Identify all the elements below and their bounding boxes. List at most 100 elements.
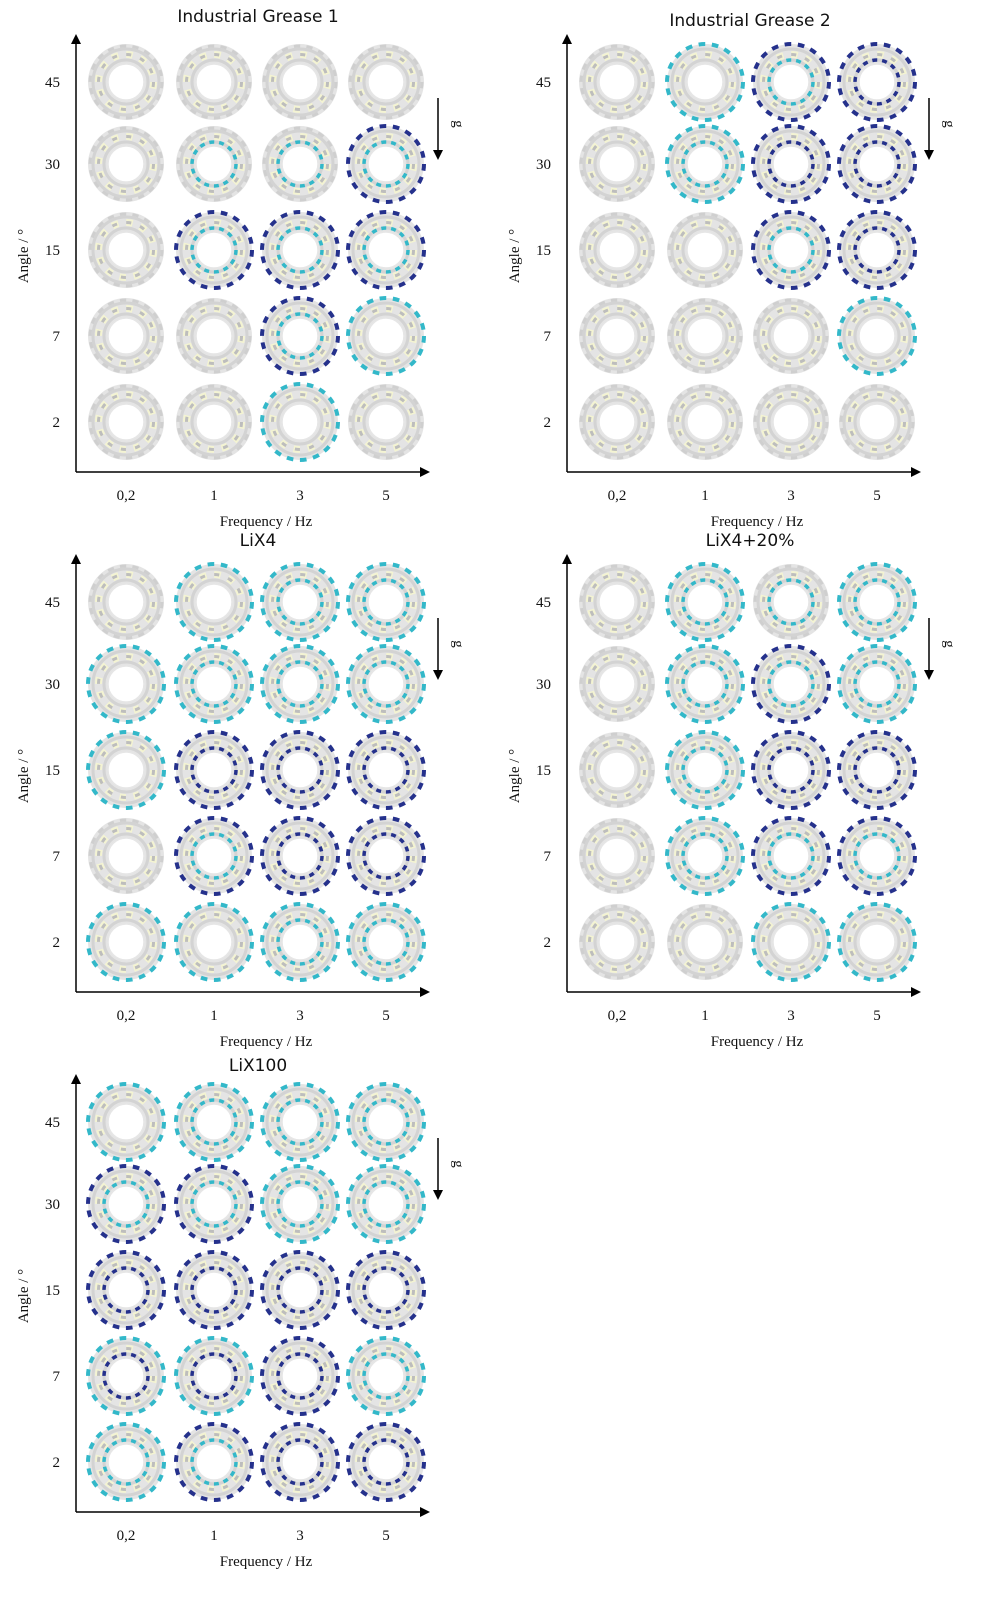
bearing-inner-race — [767, 398, 815, 446]
bearing-bore — [686, 583, 724, 621]
bearing-bore — [686, 145, 724, 183]
bearing-cage — [97, 1175, 155, 1233]
bearing-outer-race — [582, 387, 652, 457]
bearing-cage — [271, 307, 329, 365]
bearing-cell — [751, 816, 831, 896]
bearing-cell — [174, 1082, 254, 1162]
grease-outer-indicator — [260, 816, 340, 896]
bearing-bore — [598, 63, 636, 101]
bearing-cage — [357, 913, 415, 971]
grease-outer-indicator — [346, 1250, 426, 1330]
bearing-outer-race — [756, 129, 826, 199]
bearing-inner-race — [593, 918, 641, 966]
bearing-bore — [367, 1103, 405, 1141]
bearing-cage — [357, 135, 415, 193]
grease-outer-indicator — [667, 904, 743, 980]
bearing-cell — [260, 1250, 340, 1330]
panel-title: LiX100 — [229, 1056, 287, 1076]
bearing-cage — [676, 393, 734, 451]
grease-outer-indicator — [665, 562, 745, 642]
grease-inner-indicator — [276, 660, 324, 708]
grease-outer-indicator — [346, 1164, 426, 1244]
bearing-outer-race — [670, 907, 740, 977]
bearing-bore — [281, 231, 319, 269]
bearing-bore — [107, 403, 145, 441]
bearing-inner-race — [681, 58, 729, 106]
bearing-cage — [97, 741, 155, 799]
bearing-outer-race — [91, 567, 161, 637]
bearing-bore — [107, 665, 145, 703]
y-tick-label: 15 — [45, 1283, 60, 1299]
bearing-outer-race — [91, 1255, 161, 1325]
bearing-cage — [97, 913, 155, 971]
gravity-label: g — [941, 120, 957, 128]
grease-outer-indicator — [346, 124, 426, 204]
grease-outer-indicator — [346, 730, 426, 810]
bearing-bore — [367, 583, 405, 621]
bearing-outer-race — [265, 387, 335, 457]
grease-outer-indicator — [88, 44, 164, 120]
bearing-outer-race — [265, 907, 335, 977]
bearing-outer-race — [670, 567, 740, 637]
bearing-bore — [772, 751, 810, 789]
bearing-cell — [751, 644, 831, 724]
bearing-cell — [753, 384, 829, 460]
bearing-inner-race — [190, 398, 238, 446]
y-axis-label: Angle / ° — [16, 1269, 32, 1323]
bearing-outer-race — [756, 735, 826, 805]
bearing-bore — [772, 145, 810, 183]
bearing-cell — [174, 562, 254, 642]
bearing-cell — [579, 564, 655, 640]
bearing-cell — [751, 210, 831, 290]
bearing-cage — [357, 1093, 415, 1151]
bearing-cage — [185, 1175, 243, 1233]
x-tick-label: 5 — [382, 488, 390, 504]
grease-inner-indicator — [362, 1266, 410, 1314]
grease-outer-indicator — [753, 298, 829, 374]
bearing-bore — [858, 63, 896, 101]
y-axis-label: Angle / ° — [507, 749, 523, 803]
bearing-cage — [588, 573, 646, 631]
bearing-bore — [195, 63, 233, 101]
grease-outer-indicator — [579, 904, 655, 980]
bearing-cage — [185, 1261, 243, 1319]
bearing-cell — [86, 1336, 166, 1416]
bearing-inner-race — [681, 226, 729, 274]
bearing-cage — [97, 827, 155, 885]
bearing-cell — [348, 384, 424, 460]
bearing-bore — [281, 63, 319, 101]
bearing-bore — [107, 837, 145, 875]
bearing-cage — [271, 913, 329, 971]
bearing-cell — [262, 44, 338, 120]
bearing-cell — [346, 1082, 426, 1162]
grease-inner-indicator — [853, 58, 901, 106]
x-axis-label: Frequency / Hz — [220, 1034, 313, 1050]
x-tick-label: 3 — [787, 488, 795, 504]
bearing-cell — [174, 1422, 254, 1502]
bearing-cell — [579, 298, 655, 374]
bearing-outer-race — [265, 215, 335, 285]
bearing-outer-race — [265, 47, 335, 117]
grease-outer-indicator — [86, 644, 166, 724]
bearing-inner-race — [593, 832, 641, 880]
grease-outer-indicator — [174, 730, 254, 810]
bearing-cell — [346, 1250, 426, 1330]
bearing-bore — [858, 837, 896, 875]
grease-inner-indicator — [362, 660, 410, 708]
grease-inner-indicator — [362, 746, 410, 794]
bearing-bore — [281, 923, 319, 961]
bearing-bore — [195, 923, 233, 961]
bearing-outer-race — [179, 1255, 249, 1325]
grease-inner-indicator — [190, 832, 238, 880]
bearing-bore — [281, 1103, 319, 1141]
x-tick-label: 3 — [296, 488, 304, 504]
x-tick-label: 3 — [296, 1528, 304, 1544]
grease-outer-indicator — [346, 902, 426, 982]
bearing-outer-race — [351, 387, 421, 457]
bearing-outer-race — [842, 301, 912, 371]
bearing-inner-race — [102, 58, 150, 106]
bearing-bore — [107, 923, 145, 961]
bearing-bore — [195, 317, 233, 355]
bearing-bore — [195, 231, 233, 269]
bearing-cell — [346, 730, 426, 810]
